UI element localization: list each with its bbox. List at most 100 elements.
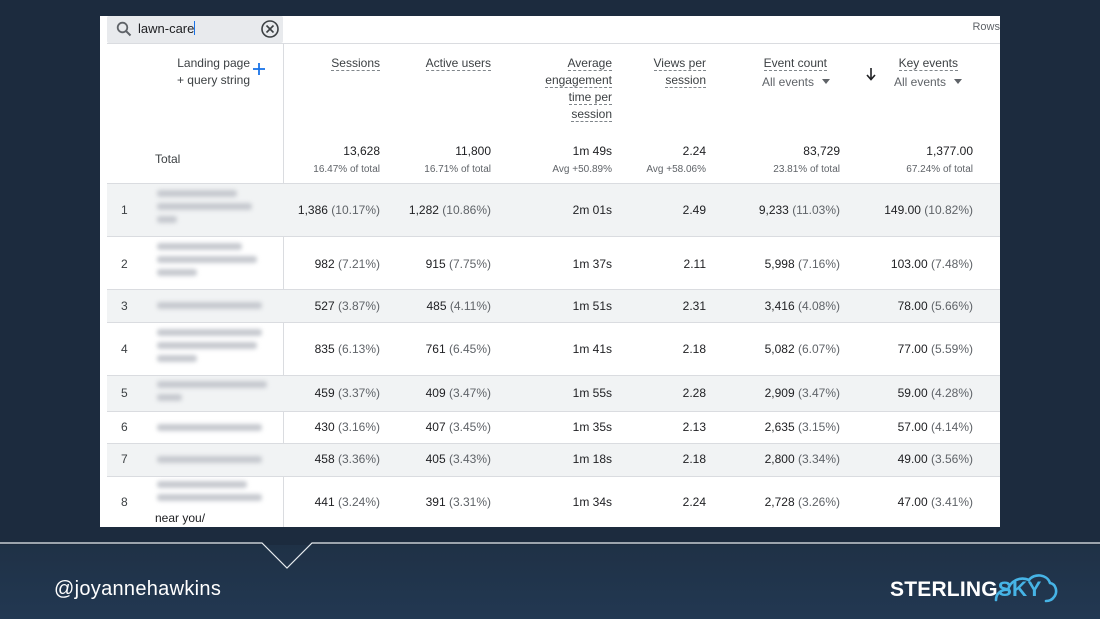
table-row[interactable]: 1 1,386 (10.17%) 1,282 (10.86%) 2m 01s 2… (107, 183, 1000, 236)
cell-views-per-session: 2.13 (682, 420, 706, 434)
cell-key-events: 77.00 (5.59%) (897, 342, 973, 356)
search-input[interactable]: lawn-care (138, 21, 196, 36)
cell-active-users: 485 (4.11%) (426, 299, 491, 313)
cell-sessions: 459 (3.37%) (314, 386, 380, 400)
cell-avg-engagement: 1m 37s (572, 257, 612, 271)
blurred-landing-page (157, 302, 269, 315)
key-events-selector[interactable]: All events (870, 74, 962, 91)
total-avg-engagement: 1m 49s (572, 144, 612, 158)
table-row[interactable]: 8 441 (3.24%) 391 (3.31%) 1m 34s 2.24 2,… (107, 476, 1000, 527)
total-views-per-session: 2.24 (682, 144, 706, 158)
cell-avg-engagement: 1m 41s (572, 342, 612, 356)
slide-footer-band (0, 545, 1100, 619)
blurred-landing-page (157, 381, 269, 407)
header-event-count[interactable]: Event count (763, 56, 827, 71)
sort-arrow-icon[interactable] (865, 67, 877, 81)
cell-active-users: 391 (3.31%) (425, 495, 491, 509)
search-icon (116, 21, 132, 37)
table-row[interactable]: 6 430 (3.16%) 407 (3.45%) 1m 35s 2.13 2,… (107, 411, 1000, 444)
cell-key-events: 78.00 (5.66%) (897, 299, 973, 313)
cell-avg-engagement: 1m 51s (572, 299, 612, 313)
author-handle: @joyannehawkins (54, 578, 222, 600)
header-key-events[interactable]: Key events (898, 56, 958, 71)
cell-active-users: 409 (3.47%) (425, 386, 491, 400)
cell-views-per-session: 2.24 (682, 495, 706, 509)
row-number: 2 (121, 257, 128, 271)
cell-sessions: 441 (3.24%) (314, 495, 380, 509)
cell-active-users: 407 (3.45%) (425, 420, 491, 434)
table-row[interactable]: 7 458 (3.36%) 405 (3.43%) 1m 18s 2.18 2,… (107, 443, 1000, 476)
row-number: 5 (121, 386, 128, 400)
table-row[interactable]: 3 527 (3.87%) 485 (4.11%) 1m 51s 2.31 3,… (107, 289, 1000, 322)
cell-event-count: 5,998 (7.16%) (764, 257, 840, 271)
cell-active-users: 405 (3.43%) (425, 452, 491, 466)
cell-sessions: 982 (7.21%) (314, 257, 380, 271)
dropdown-caret-icon (822, 79, 830, 84)
total-key-events: 1,377.00 (926, 144, 973, 158)
cell-sessions: 835 (6.13%) (314, 342, 380, 356)
cell-avg-engagement: 2m 01s (572, 203, 612, 217)
header-divider (107, 43, 1000, 44)
analytics-screenshot: lawn-care Rows Landing page + query stri… (100, 16, 1000, 527)
row-number: 3 (121, 299, 128, 313)
total-views-per-session-delta: Avg +58.06% (646, 164, 706, 175)
total-label: Total (155, 152, 181, 166)
plus-icon[interactable] (252, 62, 266, 76)
cell-event-count: 2,728 (3.26%) (764, 495, 840, 509)
row-number: 7 (121, 452, 128, 466)
row-number: 6 (121, 420, 128, 434)
cell-views-per-session: 2.18 (682, 342, 706, 356)
blurred-landing-page (157, 424, 269, 437)
clear-icon[interactable] (260, 19, 280, 39)
cloud-logo-icon (994, 574, 1058, 603)
cell-views-per-session: 2.49 (682, 203, 706, 217)
cell-views-per-session: 2.18 (682, 452, 706, 466)
cell-sessions: 527 (3.87%) (314, 299, 380, 313)
cell-sessions: 430 (3.16%) (314, 420, 380, 434)
total-event-count: 83,729 (803, 144, 840, 158)
blurred-landing-page (157, 329, 269, 368)
cell-event-count: 9,233 (11.03%) (758, 203, 840, 217)
blurred-landing-page (157, 190, 269, 229)
header-views-per-session[interactable]: Views per session (653, 56, 706, 88)
table-row[interactable]: 4 835 (6.13%) 761 (6.45%) 1m 41s 2.18 5,… (107, 322, 1000, 375)
header-sessions[interactable]: Sessions (331, 56, 380, 71)
cell-key-events: 47.00 (3.41%) (897, 495, 973, 509)
search-box[interactable]: lawn-care (107, 16, 283, 43)
cell-avg-engagement: 1m 55s (572, 386, 612, 400)
blurred-landing-page (157, 456, 269, 469)
footer-divider (0, 542, 1100, 569)
rows-per-page-label: Rows (972, 21, 1000, 33)
total-sessions-share: 16.47% of total (313, 164, 380, 175)
cell-key-events: 59.00 (4.28%) (897, 386, 973, 400)
total-key-events-share: 67.24% of total (906, 164, 973, 175)
cell-event-count: 5,082 (6.07%) (764, 342, 840, 356)
brand-logo-text: STERLINGSKY (890, 578, 1042, 601)
blurred-landing-page (157, 243, 269, 282)
dimension-header[interactable]: Landing page + query string (176, 56, 250, 87)
cell-event-count: 3,416 (4.08%) (764, 299, 840, 313)
cell-key-events: 49.00 (3.56%) (897, 452, 973, 466)
cell-avg-engagement: 1m 34s (572, 495, 612, 509)
cell-event-count: 2,635 (3.15%) (764, 420, 840, 434)
truncated-landing-page-text: near you/ (155, 511, 206, 525)
cell-views-per-session: 2.28 (682, 386, 706, 400)
cell-key-events: 57.00 (4.14%) (897, 420, 973, 434)
cell-avg-engagement: 1m 18s (572, 452, 612, 466)
cell-event-count: 2,800 (3.34%) (764, 452, 840, 466)
cell-active-users: 915 (7.75%) (425, 257, 491, 271)
cell-event-count: 2,909 (3.47%) (764, 386, 840, 400)
table-row[interactable]: 2 982 (7.21%) 915 (7.75%) 1m 37s 2.11 5,… (107, 236, 1000, 290)
cell-sessions: 1,386 (10.17%) (297, 203, 380, 217)
total-avg-engagement-delta: Avg +50.89% (552, 164, 612, 175)
event-count-selector[interactable]: All events (720, 74, 830, 91)
cell-avg-engagement: 1m 35s (572, 420, 612, 434)
row-number: 4 (121, 342, 128, 356)
table-row[interactable]: 5 459 (3.37%) 409 (3.47%) 1m 55s 2.28 2,… (107, 375, 1000, 411)
header-avg-engagement[interactable]: Average engagement time per session (545, 56, 612, 122)
cell-active-users: 1,282 (10.86%) (408, 203, 491, 217)
total-active-users: 11,800 (455, 144, 491, 158)
total-event-count-share: 23.81% of total (773, 164, 840, 175)
header-active-users[interactable]: Active users (425, 56, 491, 71)
cell-key-events: 149.00 (10.82%) (884, 203, 973, 217)
